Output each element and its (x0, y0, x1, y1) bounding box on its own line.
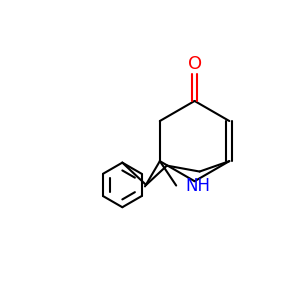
Text: O: O (188, 55, 202, 73)
Text: NH: NH (186, 177, 211, 195)
